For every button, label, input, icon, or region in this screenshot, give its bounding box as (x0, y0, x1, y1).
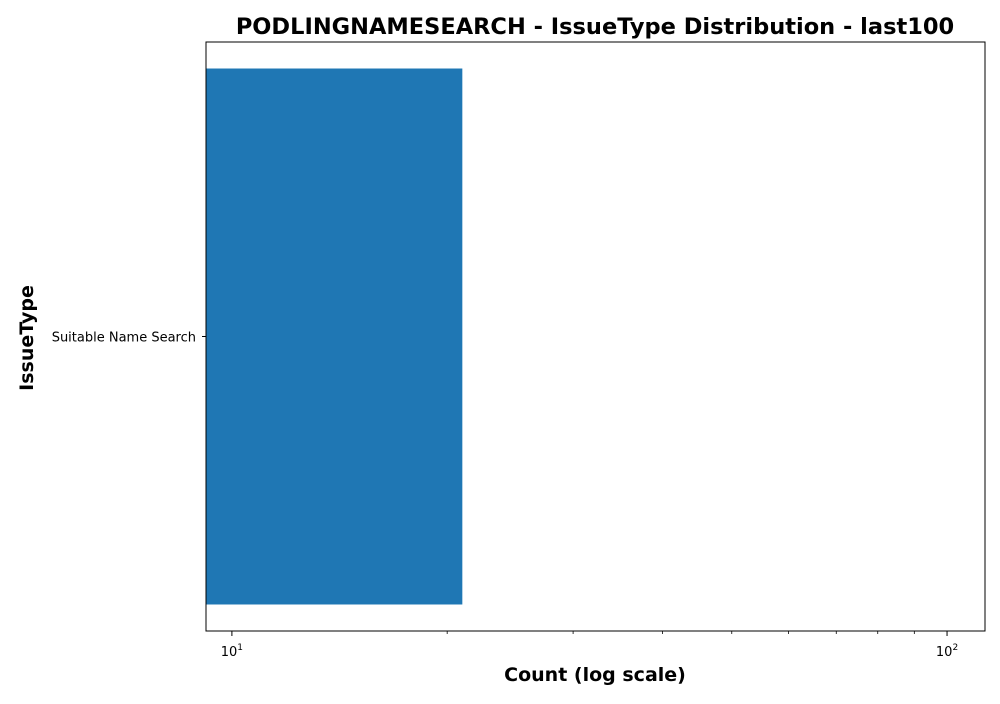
x-axis-ticks: 101 102 (221, 631, 958, 660)
y-axis-label: IssueType (16, 285, 38, 391)
y-tick-label: Suitable Name Search (52, 331, 196, 346)
x-tick-label: 102 (936, 643, 958, 660)
bars (206, 68, 463, 605)
chart-title: PODLINGNAMESEARCH - IssueType Distributi… (236, 14, 954, 40)
x-tick-label: 101 (221, 643, 243, 660)
x-tick-label-exponent: 2 (952, 643, 958, 653)
x-tick-label-base: 10 (221, 645, 238, 660)
x-tick-label-base: 10 (936, 645, 953, 660)
bar (206, 68, 463, 605)
x-axis-label: Count (log scale) (504, 664, 686, 686)
x-tick-label-exponent: 1 (237, 643, 243, 653)
y-axis-ticks: Suitable Name Search (52, 331, 206, 346)
